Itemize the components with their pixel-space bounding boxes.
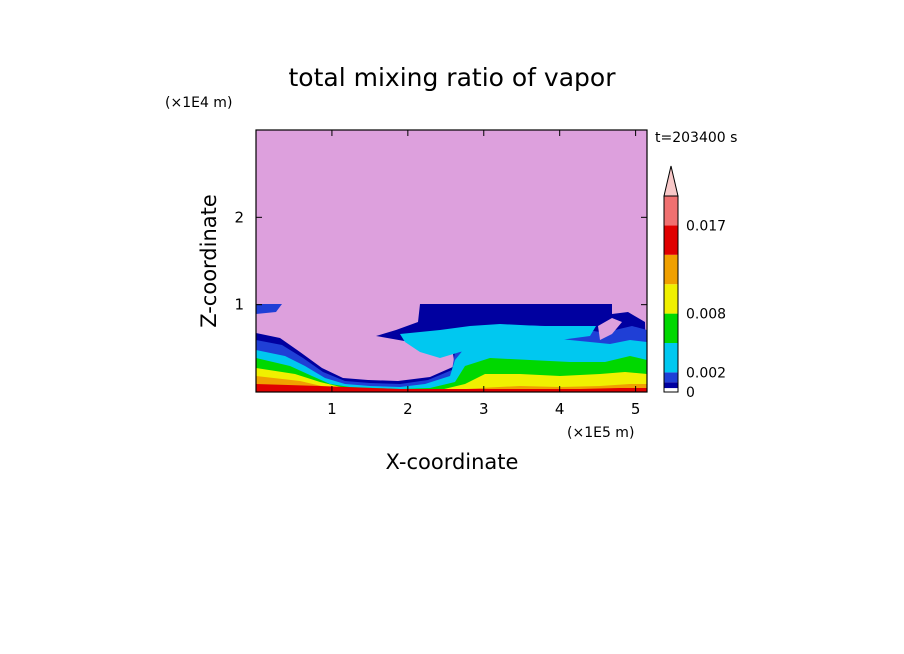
contour-patch-upper-left [256, 304, 282, 314]
chart-title: total mixing ratio of vapor [288, 63, 616, 92]
x-tick-label: 3 [479, 400, 489, 418]
colorbar-label: 0.017 [686, 218, 726, 234]
contour-band-mid [400, 324, 596, 358]
contour-layer-7 [256, 384, 647, 392]
colorbar-segment [664, 196, 678, 226]
contour-gap [598, 318, 622, 340]
x-axis-label: X-coordinate [386, 450, 519, 474]
colorbar-segment [664, 382, 678, 389]
colorbar-segment [664, 313, 678, 343]
colorbar-label: 0.002 [686, 365, 726, 381]
x-tick-label: 1 [327, 400, 337, 418]
colorbar-segment [664, 284, 678, 314]
colorbar-segment [664, 388, 678, 392]
x-ticks: 1 2 3 4 5 [327, 130, 640, 418]
time-label: t=203400 s [655, 130, 737, 146]
contour-layers [256, 304, 647, 392]
y-ticks: 12 [234, 208, 647, 314]
x-tick-label: 4 [555, 400, 565, 418]
colorbar-extend-arrow [663, 165, 679, 197]
colorbar-label: 0 [686, 385, 695, 401]
colorbar: 0 0.002 0.008 0.017 [663, 165, 726, 401]
colorbar-segment [664, 225, 678, 255]
y-axis-label: Z-coordinate [197, 194, 221, 328]
colorbar-segment [664, 254, 678, 285]
x-tick-label: 2 [403, 400, 413, 418]
y-tick-label: 2 [234, 208, 244, 226]
colorbar-segment [664, 343, 678, 373]
contour-layer-5 [256, 368, 647, 392]
y-unit-label: (×1E4 m) [165, 95, 232, 111]
x-tick-label: 5 [631, 400, 641, 418]
plot-frame [255, 129, 648, 393]
x-unit-label: (×1E5 m) [567, 425, 634, 441]
colorbar-frame [663, 195, 679, 393]
colorbar-segment [664, 372, 678, 383]
colorbar-label: 0.008 [686, 307, 726, 323]
y-tick-label: 1 [234, 296, 244, 314]
contour-layer-6 [256, 376, 647, 392]
